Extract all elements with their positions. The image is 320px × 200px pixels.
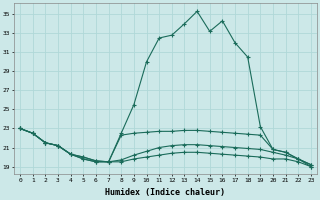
X-axis label: Humidex (Indice chaleur): Humidex (Indice chaleur) xyxy=(106,188,226,197)
